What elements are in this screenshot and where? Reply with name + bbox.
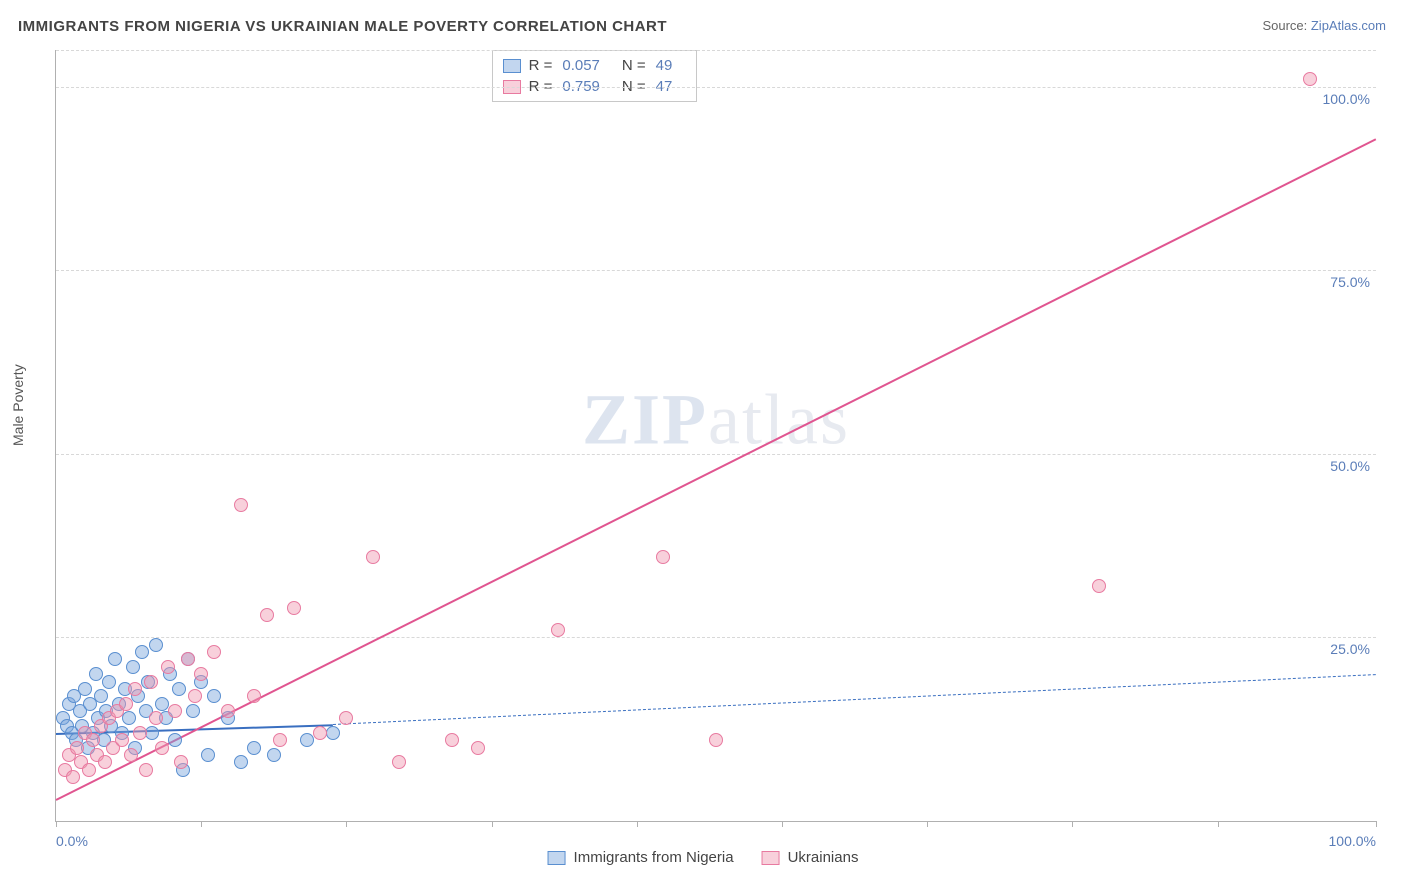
gridline (56, 637, 1376, 638)
data-point (1303, 72, 1317, 86)
source-link[interactable]: ZipAtlas.com (1311, 18, 1386, 33)
x-tick (1376, 821, 1377, 827)
data-point (273, 733, 287, 747)
data-point (82, 763, 96, 777)
gridline (56, 270, 1376, 271)
data-point (445, 733, 459, 747)
data-point (155, 697, 169, 711)
data-point (155, 741, 169, 755)
legend-series-label: Immigrants from Nigeria (574, 849, 734, 866)
data-point (86, 733, 100, 747)
source-label: Source: ZipAtlas.com (1262, 18, 1386, 33)
x-tick (492, 821, 493, 827)
legend-series-label: Ukrainians (788, 849, 859, 866)
data-point (656, 550, 670, 564)
data-point (551, 623, 565, 637)
data-point (135, 645, 149, 659)
data-point (186, 704, 200, 718)
x-tick (782, 821, 783, 827)
data-point (174, 755, 188, 769)
data-point (287, 601, 301, 615)
legend-stats: R =0.057N =49R =0.759N =47 (492, 50, 698, 102)
x-tick (201, 821, 202, 827)
data-point (139, 763, 153, 777)
data-point (124, 748, 138, 762)
x-tick (1218, 821, 1219, 827)
data-point (392, 755, 406, 769)
data-point (94, 689, 108, 703)
x-tick (927, 821, 928, 827)
data-point (313, 726, 327, 740)
data-point (119, 697, 133, 711)
data-point (168, 733, 182, 747)
data-point (207, 689, 221, 703)
data-point (149, 638, 163, 652)
legend-swatch (548, 851, 566, 865)
data-point (471, 741, 485, 755)
x-tick-label: 100.0% (1329, 833, 1376, 849)
y-axis-label: Male Poverty (10, 364, 26, 446)
data-point (98, 755, 112, 769)
data-point (172, 682, 186, 696)
data-point (260, 608, 274, 622)
trend-line (333, 674, 1376, 725)
gridline (56, 87, 1376, 88)
data-point (339, 711, 353, 725)
legend-stat-row: R =0.057N =49 (503, 55, 687, 76)
x-tick (56, 821, 57, 827)
legend-swatch (503, 59, 521, 73)
data-point (366, 550, 380, 564)
data-point (122, 711, 136, 725)
data-point (102, 675, 116, 689)
data-point (234, 498, 248, 512)
data-point (207, 645, 221, 659)
data-point (1092, 579, 1106, 593)
x-tick (1072, 821, 1073, 827)
data-point (267, 748, 281, 762)
data-point (149, 711, 163, 725)
x-tick (637, 821, 638, 827)
data-point (194, 667, 208, 681)
data-point (168, 704, 182, 718)
data-point (201, 748, 215, 762)
x-tick-label: 0.0% (56, 833, 88, 849)
data-point (115, 733, 129, 747)
plot-area: ZIPatlas R =0.057N =49R =0.759N =47 25.0… (55, 50, 1376, 822)
data-point (70, 741, 84, 755)
data-point (221, 704, 235, 718)
data-point (108, 652, 122, 666)
data-point (66, 770, 80, 784)
data-point (181, 652, 195, 666)
data-point (89, 667, 103, 681)
legend-series-item: Ukrainians (762, 849, 859, 866)
data-point (133, 726, 147, 740)
y-tick-label: 75.0% (1330, 274, 1370, 290)
data-point (128, 682, 142, 696)
data-point (234, 755, 248, 769)
legend-series: Immigrants from Nigeria Ukrainians (548, 849, 859, 866)
x-tick (346, 821, 347, 827)
data-point (326, 726, 340, 740)
gridline (56, 50, 1376, 51)
data-point (126, 660, 140, 674)
y-tick-label: 100.0% (1323, 91, 1370, 107)
chart-title: IMMIGRANTS FROM NIGERIA VS UKRAINIAN MAL… (18, 18, 667, 35)
y-tick-label: 25.0% (1330, 641, 1370, 657)
data-point (709, 733, 723, 747)
data-point (188, 689, 202, 703)
legend-series-item: Immigrants from Nigeria (548, 849, 734, 866)
data-point (161, 660, 175, 674)
chart-container: IMMIGRANTS FROM NIGERIA VS UKRAINIAN MAL… (10, 10, 1396, 882)
data-point (300, 733, 314, 747)
data-point (144, 675, 158, 689)
y-tick-label: 50.0% (1330, 458, 1370, 474)
data-point (78, 682, 92, 696)
legend-swatch (762, 851, 780, 865)
gridline (56, 454, 1376, 455)
data-point (247, 741, 261, 755)
data-point (247, 689, 261, 703)
